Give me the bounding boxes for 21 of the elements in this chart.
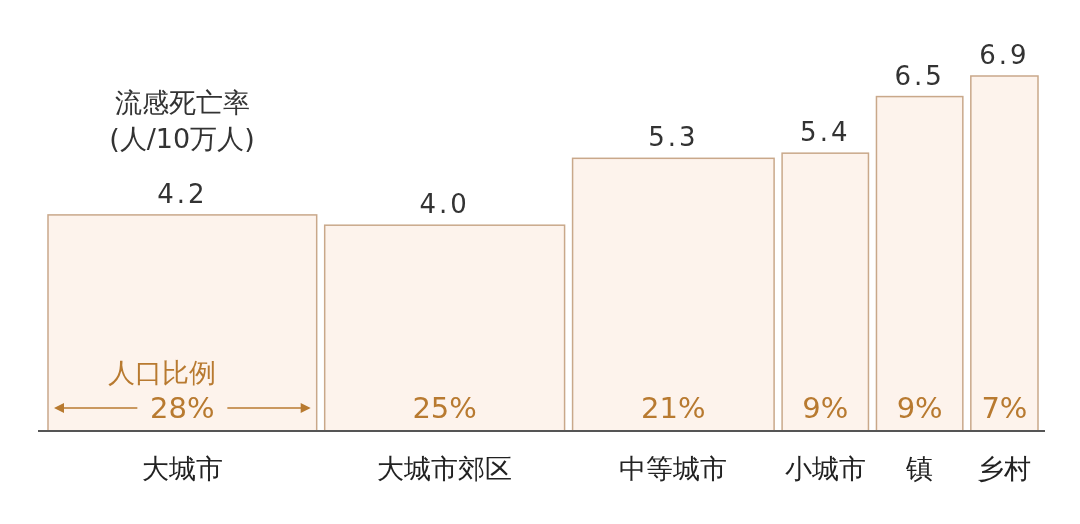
data-label: 4.0 bbox=[419, 189, 470, 220]
data-label: 6.9 bbox=[979, 40, 1030, 70]
data-label: 4.2 bbox=[157, 178, 208, 209]
annotation: 25% bbox=[412, 391, 477, 425]
annotation: 21% bbox=[641, 391, 706, 425]
x-tick-label: 乡村 bbox=[977, 453, 1032, 484]
annotation: 28% bbox=[150, 391, 215, 425]
x-tick-label: 中等城市 bbox=[619, 453, 728, 484]
x-tick-label: 小城市 bbox=[784, 453, 866, 484]
data-label: 5.4 bbox=[800, 117, 851, 148]
chart-title: 流感死亡率 bbox=[114, 87, 250, 118]
annotation: 9% bbox=[802, 391, 849, 425]
annotation: 9% bbox=[896, 391, 943, 425]
annotation: 7% bbox=[981, 391, 1028, 425]
data-label: 5.3 bbox=[648, 122, 699, 153]
annotation: 人口比例 bbox=[108, 357, 217, 388]
data-label: 6.5 bbox=[894, 60, 945, 91]
x-tick-label: 大城市 bbox=[141, 453, 223, 484]
text: (人/10万人) bbox=[109, 123, 255, 154]
x-tick-label: 镇 bbox=[905, 453, 934, 484]
x-tick-label: 大城市郊区 bbox=[377, 453, 513, 484]
